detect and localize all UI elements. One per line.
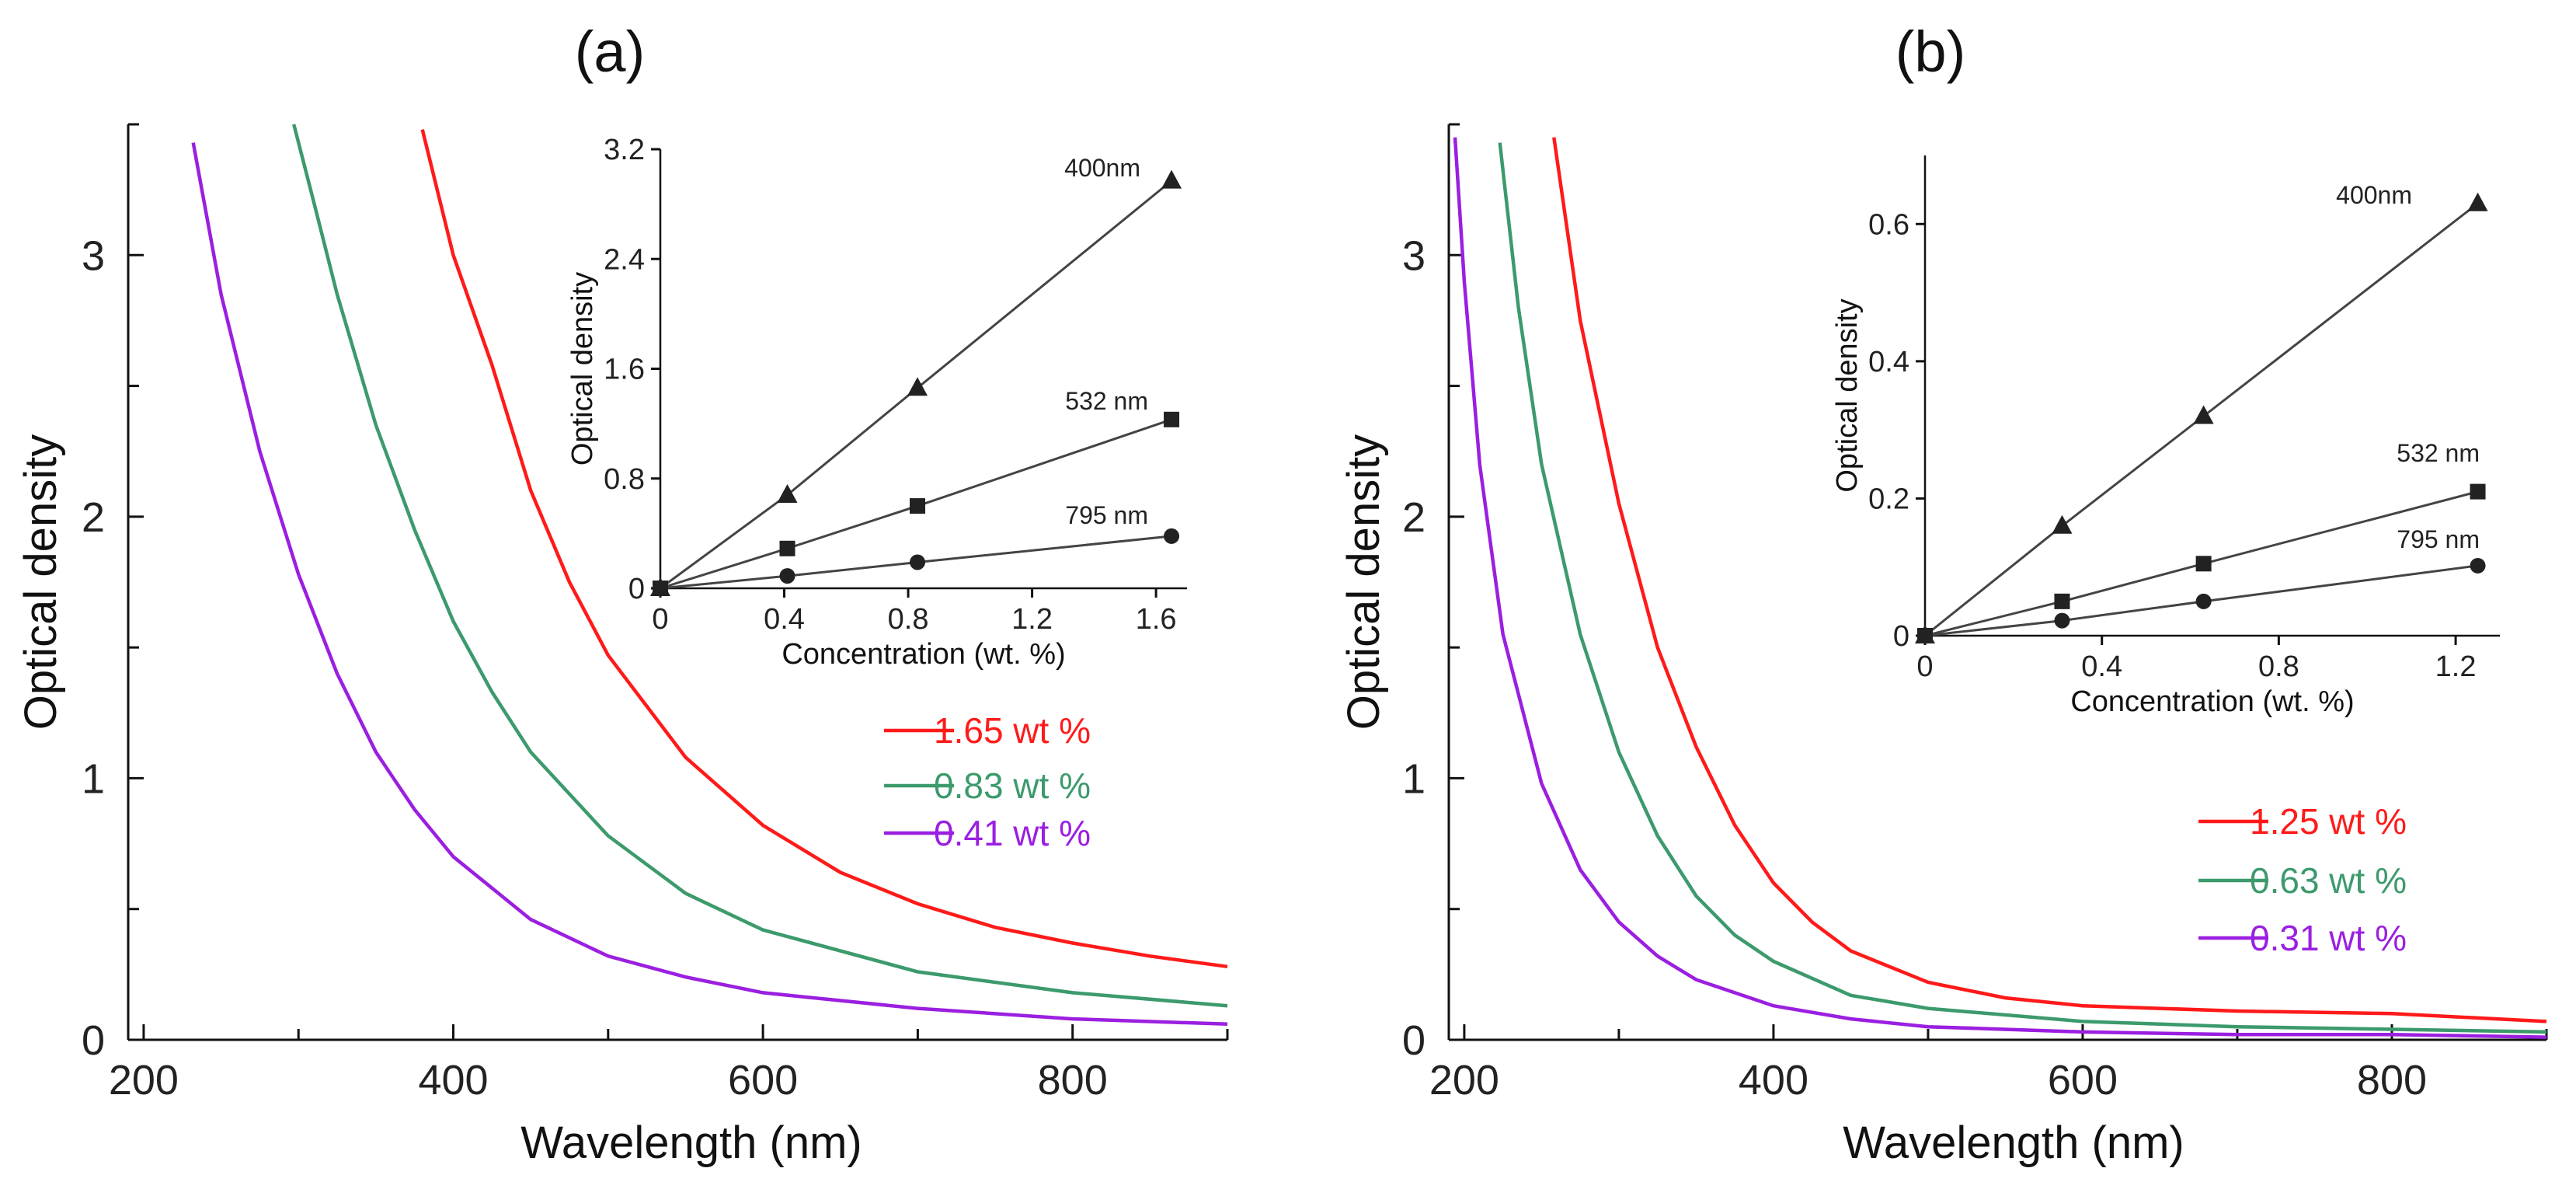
inset-series-label: 795 nm xyxy=(1065,501,1148,529)
inset-marker-square xyxy=(1164,411,1180,427)
inset-marker-circle xyxy=(2195,593,2212,609)
x-tick-label: 200 xyxy=(109,1057,179,1104)
inset-marker-triangle xyxy=(1161,169,1182,189)
inset-series-label: 400nm xyxy=(2336,181,2412,209)
inset-marker-square xyxy=(910,498,926,514)
inset-series-label: 532 nm xyxy=(2397,439,2480,467)
inset-chart: 0 0.4 0.8 1.2 0 0.2 0.4 0.6 Concentration (wt. %… xyxy=(1831,155,2500,718)
y-tick-label: 2 xyxy=(82,494,105,541)
inset-marker-square xyxy=(2470,483,2486,500)
inset-y-axis-label: Optical density xyxy=(1831,298,1864,492)
inset-x-tick-label: 0.4 xyxy=(764,603,805,636)
x-tick-label: 400 xyxy=(1739,1057,1808,1104)
legend-label: 0.31 wt % xyxy=(2250,918,2407,958)
inset-y-tick-label: 0.4 xyxy=(1868,346,1909,378)
x-tick-label: 400 xyxy=(418,1057,488,1104)
inset-x-tick-label: 0.8 xyxy=(888,603,929,636)
inset-fit-line xyxy=(1924,564,2478,637)
legend-label: 1.25 wt % xyxy=(2250,801,2407,842)
inset-marker-square xyxy=(2054,593,2070,609)
inset-marker-triangle xyxy=(2467,192,2488,211)
x-tick-label: 600 xyxy=(2048,1057,2118,1104)
inset-fit-line xyxy=(1924,490,2478,637)
inset-marker-circle xyxy=(779,568,795,584)
y-axis-label: Optical density xyxy=(16,434,66,730)
inset-marker-triangle xyxy=(2193,405,2214,424)
inset-x-axis-label: Concentration (wt. %) xyxy=(2070,685,2354,718)
inset-y-tick-label: 1.6 xyxy=(604,354,645,386)
inset-marker-square xyxy=(779,540,795,556)
y-tick-label: 0 xyxy=(82,1017,105,1064)
x-tick-label: 600 xyxy=(728,1057,798,1104)
inset-y-tick-label: 0.8 xyxy=(604,463,645,496)
inset-x-tick-label: 1.6 xyxy=(1136,603,1177,636)
inset-chart: 0 0.4 0.8 1.2 1.6 0 0.8 1.6 2.4 3.2 Concentration … xyxy=(566,134,1187,671)
y-tick-label: 1 xyxy=(82,755,105,802)
x-tick-label: 800 xyxy=(2357,1057,2427,1104)
inset-marker-circle xyxy=(1917,628,1933,643)
inset-marker-circle xyxy=(1164,528,1180,544)
inset-fit-line xyxy=(660,418,1172,590)
inset-fit-line xyxy=(660,180,1173,590)
y-tick-label: 1 xyxy=(1402,755,1426,802)
inset-series-label: 532 nm xyxy=(1065,387,1148,415)
x-tick-label: 200 xyxy=(1429,1057,1499,1104)
inset-marker-circle xyxy=(910,554,926,570)
inset-marker-circle xyxy=(2054,612,2070,629)
y-tick-label: 0 xyxy=(1402,1017,1426,1064)
series-line-041 xyxy=(191,142,1228,1027)
panel-a: (a) 200 400 600 800 0 1 2 3 Wavelength (nm) Optica… xyxy=(16,19,1229,1168)
legend-label: 0.63 wt % xyxy=(2250,860,2407,901)
legend-label: 1.65 wt % xyxy=(934,710,1091,751)
inset-x-tick-label: 1.2 xyxy=(2435,650,2477,683)
inset-series-label: 795 nm xyxy=(2397,525,2480,553)
inset-y-tick-label: 0 xyxy=(1893,620,1909,653)
inset-y-tick-label: 0.6 xyxy=(1868,208,1909,241)
inset-marker-triangle xyxy=(777,483,798,503)
inset-x-tick-label: 0.8 xyxy=(2258,650,2299,683)
inset-series-label: 400nm xyxy=(1064,154,1140,182)
inset-x-tick-label: 0 xyxy=(652,603,668,636)
series-line-165 xyxy=(420,129,1228,969)
inset-y-tick-label: 0 xyxy=(628,573,645,605)
x-axis-label: Wavelength (nm) xyxy=(520,1118,862,1168)
inset-x-axis-label: Concentration (wt. %) xyxy=(782,638,1065,671)
inset-y-axis-label: Optical density xyxy=(566,272,599,466)
x-tick-label: 800 xyxy=(1038,1057,1108,1104)
inset-marker-square xyxy=(2195,556,2212,572)
panel-title: (a) xyxy=(575,19,645,84)
y-tick-label: 3 xyxy=(1402,232,1426,279)
panel-b: (b) 200 400 600 800 0 1 2 3 Wavelength (nm) Optica… xyxy=(1338,19,2548,1168)
inset-x-tick-label: 0.4 xyxy=(2081,650,2122,683)
series-line-083 xyxy=(292,124,1228,1008)
inset-marker-circle xyxy=(653,581,668,596)
legend-label: 0.83 wt % xyxy=(934,765,1091,806)
y-axis-label: Optical density xyxy=(1338,434,1389,730)
inset-fit-line xyxy=(1924,202,2479,637)
inset-marker-triangle xyxy=(907,377,928,396)
inset-x-tick-label: 0 xyxy=(1916,650,1933,683)
legend-label: 0.41 wt % xyxy=(934,813,1091,853)
inset-y-tick-label: 3.2 xyxy=(604,134,645,166)
panel-title: (b) xyxy=(1895,19,1965,84)
inset-marker-circle xyxy=(2470,557,2486,574)
inset-y-tick-label: 2.4 xyxy=(604,243,645,276)
series-line-063 xyxy=(1498,142,2547,1034)
inset-y-tick-label: 0.2 xyxy=(1868,483,1909,515)
y-tick-label: 3 xyxy=(82,232,105,279)
inset-marker-triangle xyxy=(2052,514,2073,534)
inset-x-tick-label: 1.2 xyxy=(1011,603,1053,636)
y-tick-label: 2 xyxy=(1402,494,1426,541)
series-line-125 xyxy=(1552,137,2547,1023)
x-axis-label: Wavelength (nm) xyxy=(1843,1118,2184,1168)
series-line-031 xyxy=(1453,137,2547,1039)
inset-fit-line xyxy=(660,535,1172,590)
